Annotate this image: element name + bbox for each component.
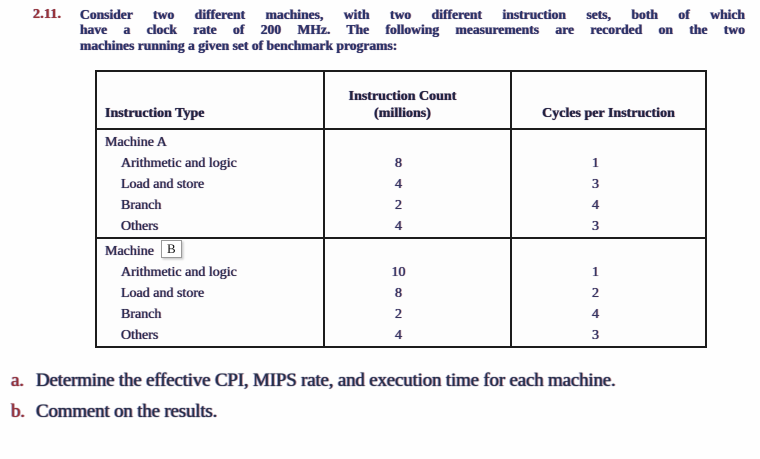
row-type: Branch <box>121 307 162 322</box>
row-type: Load and store <box>121 286 205 301</box>
measurements-table: Instruction Type Instruction Count (mill… <box>95 70 707 348</box>
count-value: 8 <box>395 286 402 301</box>
count-value: 4 <box>395 177 402 192</box>
machine-b-label: Machine B <box>105 240 323 262</box>
cpi-value: 3 <box>592 328 599 343</box>
row-type: Branch <box>121 198 162 213</box>
question-a: a. Determine the effective CPI, MIPS rat… <box>11 370 616 392</box>
count-value: 8 <box>395 156 402 171</box>
cpi-value: 4 <box>592 198 599 213</box>
machine-b-types: Machine B Arithmetic and logic Load and s… <box>97 239 323 346</box>
machine-a-label: Machine A <box>105 135 167 150</box>
header-instruction-type: Instruction Type <box>105 106 205 121</box>
machine-a-counts: 8 4 2 4 <box>323 130 510 237</box>
problem-line: machines running a given set of benchmar… <box>80 37 398 53</box>
cpi-value: 3 <box>592 177 599 192</box>
row-type: Arithmetic and logic <box>121 156 237 171</box>
cpi-value: 1 <box>592 156 599 171</box>
problem-line: have a clock rate of 200 MHz. The follow… <box>80 22 745 38</box>
problem-line: Consider two different machines, with tw… <box>80 7 745 22</box>
row-type: Arithmetic and logic <box>121 265 237 280</box>
count-value: 2 <box>395 198 402 213</box>
cpi-value: 3 <box>592 219 599 234</box>
row-type: Load and store <box>121 177 205 192</box>
machine-b-group: Machine B Arithmetic and logic Load and s… <box>97 237 705 346</box>
question-a-marker: a. <box>11 370 24 391</box>
machine-b-cpis: 1 2 4 3 <box>510 239 705 346</box>
question-b-marker: b. <box>11 401 25 422</box>
header-instruction-count-line2: (millions) <box>374 106 431 121</box>
header-cycles-per-instruction: Cycles per Instruction <box>510 72 705 128</box>
header-instruction-count-line1: Instruction Count <box>348 89 457 104</box>
question-a-text: Determine the effective CPI, MIPS rate, … <box>36 370 616 391</box>
row-type: Others <box>121 328 159 343</box>
cpi-value: 2 <box>592 286 599 301</box>
count-value: 10 <box>391 265 406 280</box>
question-b: b. Comment on the results. <box>11 401 217 423</box>
header-instruction-count: Instruction Count (millions) <box>323 72 510 128</box>
annotation-text-box-b[interactable]: B <box>160 240 182 258</box>
machine-a-group: Machine A Arithmetic and logic Load and … <box>97 128 705 237</box>
machine-b-label-text: Machine <box>105 244 154 259</box>
count-value: 2 <box>395 307 402 322</box>
row-type: Others <box>121 219 159 234</box>
table-header-row: Instruction Type Instruction Count (mill… <box>97 72 705 128</box>
problem-statement: Consider two different machines, with tw… <box>80 7 745 53</box>
machine-a-types: Machine A Arithmetic and logic Load and … <box>97 130 323 237</box>
problem-number: 2.11. <box>33 7 62 22</box>
cpi-value: 4 <box>592 307 599 322</box>
count-value: 4 <box>395 328 402 343</box>
machine-b-counts: 10 8 2 4 <box>323 239 510 346</box>
machine-a-cpis: 1 3 4 3 <box>510 130 705 237</box>
question-b-text: Comment on the results. <box>36 401 218 422</box>
count-value: 4 <box>395 219 402 234</box>
cpi-value: 1 <box>592 265 599 280</box>
